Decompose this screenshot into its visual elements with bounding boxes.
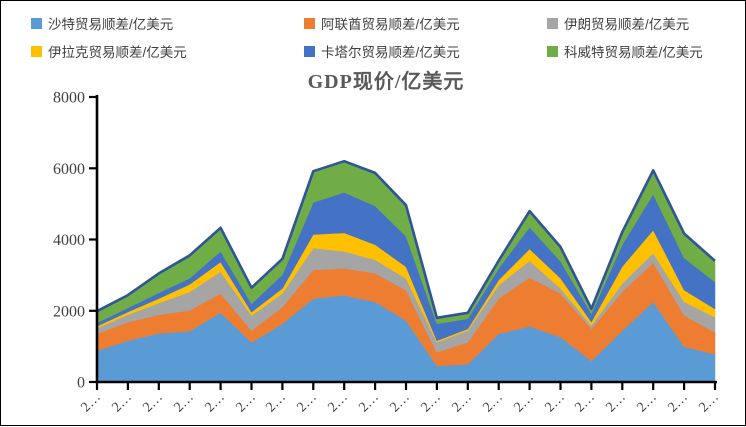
legend: 沙特贸易顺差/亿美元 阿联酋贸易顺差/亿美元 伊朗贸易顺差/亿美元 伊拉克贸易顺…	[31, 9, 731, 65]
legend-swatch-iraq	[31, 45, 42, 57]
legend-item-uae: 阿联酋贸易顺差/亿美元	[304, 13, 547, 33]
legend-label-qatar: 卡塔尔贸易顺差/亿美元	[321, 45, 460, 60]
stack-top-outline	[96, 159, 716, 320]
legend-swatch-qatar	[304, 45, 315, 57]
legend-swatch-iran	[547, 17, 558, 29]
legend-label-kuwait: 科威特贸易顺差/亿美元	[564, 45, 703, 60]
legend-item-saudi: 沙特贸易顺差/亿美元	[31, 13, 304, 33]
legend-swatch-uae	[304, 17, 315, 29]
legend-label-saudi: 沙特贸易顺差/亿美元	[48, 17, 174, 32]
legend-label-iraq: 伊拉克贸易顺差/亿美元	[48, 45, 187, 60]
y-axis-tick-label: 0	[77, 375, 85, 392]
y-axis-tick-label: 2000	[53, 303, 85, 320]
legend-swatch-kuwait	[547, 45, 558, 57]
legend-swatch-saudi	[31, 17, 42, 29]
y-axis-tick-label: 8000	[53, 90, 85, 107]
chart-title: GDP现价/亿美元	[307, 71, 465, 93]
legend-item-iraq: 伊拉克贸易顺差/亿美元	[31, 41, 304, 61]
legend-item-iran: 伊朗贸易顺差/亿美元	[547, 13, 731, 33]
legend-item-kuwait: 科威特贸易顺差/亿美元	[547, 41, 731, 61]
y-axis-tick-label: 6000	[53, 161, 85, 178]
legend-label-uae: 阿联酋贸易顺差/亿美元	[321, 17, 460, 32]
legend-item-qatar: 卡塔尔贸易顺差/亿美元	[304, 41, 547, 61]
y-axis-tick-label: 4000	[53, 232, 85, 249]
legend-label-iran: 伊朗贸易顺差/亿美元	[564, 17, 690, 32]
